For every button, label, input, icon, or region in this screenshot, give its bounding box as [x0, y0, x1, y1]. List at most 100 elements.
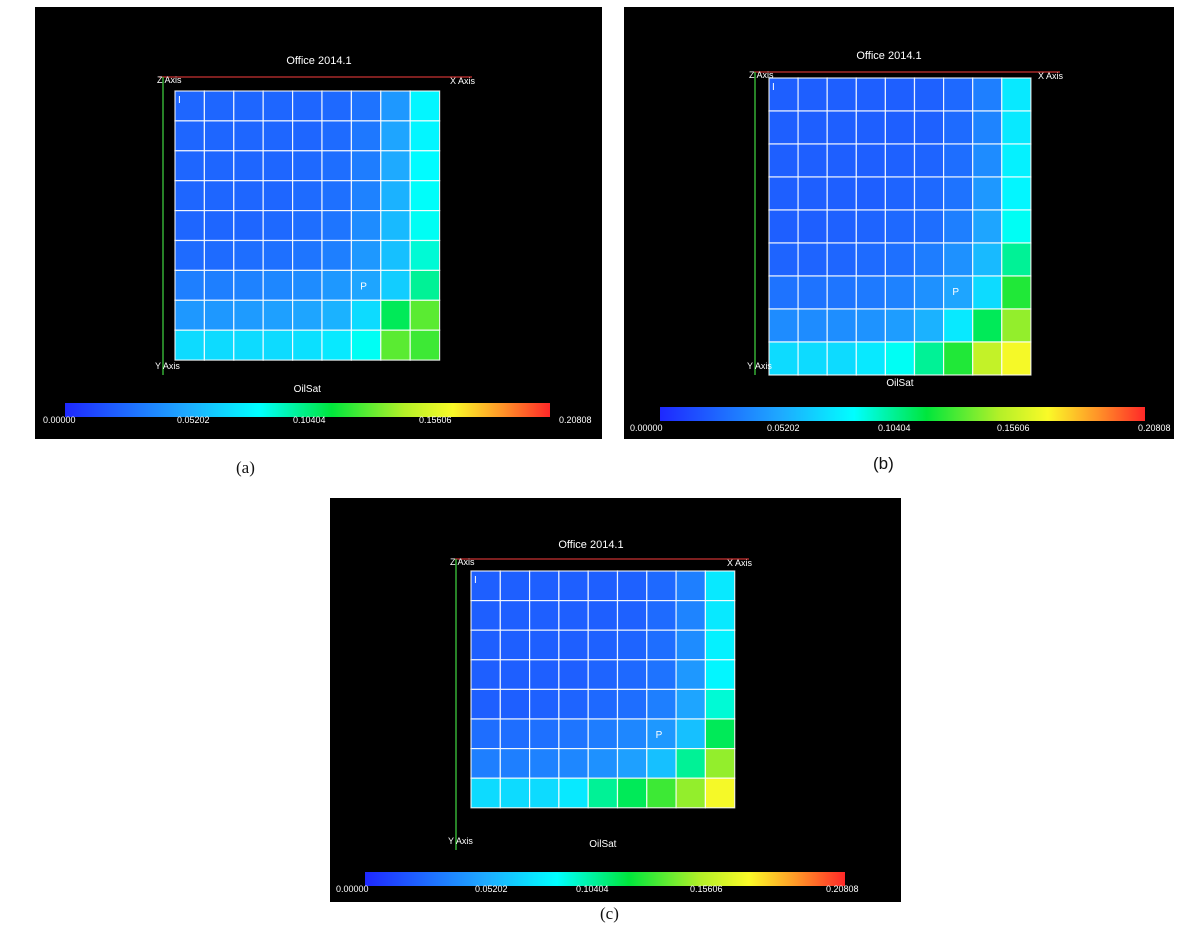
heatmap-cell [262, 90, 294, 122]
heatmap-cell [943, 242, 974, 277]
heatmap-cell [704, 748, 736, 779]
heatmap-cell [826, 110, 857, 145]
heatmap-cell [203, 239, 235, 271]
heatmap-cell [409, 180, 441, 212]
colorbar-tick-label: 0.20808 [826, 884, 859, 894]
heatmap-cell [380, 150, 411, 182]
well-label-producer: P [656, 730, 663, 741]
heatmap-cell [233, 269, 264, 301]
heatmap-cell [797, 77, 828, 112]
heatmap-cell [292, 239, 323, 271]
heatmap-cell [499, 599, 531, 631]
heatmap-cell [587, 718, 619, 750]
heatmap-cell [292, 329, 323, 361]
heatmap-cell [321, 239, 352, 271]
heatmap-cell [174, 299, 205, 331]
heatmap-cell [380, 329, 411, 361]
heatmap-cell [826, 143, 857, 178]
z-axis-label: Z Axis [749, 70, 774, 80]
heatmap-cell [558, 748, 589, 779]
colorbar-tick-label: 0.15606 [690, 884, 723, 894]
heatmap-cell [884, 242, 916, 277]
heatmap-cell [292, 150, 323, 182]
heatmap-cell [797, 308, 828, 343]
heatmap-cell [616, 659, 648, 691]
heatmap-cell [913, 110, 945, 145]
heatmap-cell [233, 180, 264, 212]
heatmap-cell [587, 570, 619, 602]
heatmap-cell [558, 718, 589, 750]
heatmap-cell [943, 341, 974, 376]
colorbar-tick-label: 0.05202 [767, 423, 800, 433]
heatmap-cell [884, 110, 916, 145]
heatmap-cell [675, 718, 707, 750]
heatmap-cell [380, 120, 411, 152]
heatmap-cell [587, 688, 619, 720]
heatmap-cell [203, 120, 235, 152]
heatmap-cell [203, 299, 235, 331]
heatmap-cell [704, 688, 736, 720]
heatmap-cell [675, 748, 707, 779]
caption-c: (c) [600, 904, 619, 923]
heatmap-cell [646, 748, 677, 779]
heatmap-cell [972, 143, 1003, 178]
heatmap-cell [380, 239, 411, 271]
heatmap-cell [470, 777, 501, 809]
heatmap-cell [203, 150, 235, 182]
heatmap-cell [884, 341, 916, 376]
heatmap-cell [972, 242, 1003, 277]
heatmap-cell [529, 570, 560, 602]
heatmap-cell [174, 180, 205, 212]
panel-b: Office 2014.1 Z Axis X Axis Y Axis I P OilSat 0… [624, 7, 1174, 439]
variable-label: OilSat [294, 384, 321, 395]
heatmap-cell [675, 688, 707, 720]
heatmap-cell [855, 275, 887, 310]
heatmap-cell [913, 308, 945, 343]
colorbar [365, 872, 845, 886]
heatmap-cell [943, 176, 974, 211]
heatmap-cell [855, 77, 887, 112]
heatmap-cell [768, 143, 799, 178]
heatmap-cell [470, 659, 501, 691]
heatmap-cell [826, 308, 857, 343]
heatmap-cell [350, 299, 382, 331]
heatmap-cell [797, 209, 828, 244]
heatmap-cell [262, 180, 294, 212]
heatmap-cell [826, 209, 857, 244]
heatmap-cell [884, 308, 916, 343]
well-label-producer: P [360, 281, 367, 292]
heatmap-cell [704, 659, 736, 691]
heatmap-cell [470, 688, 501, 720]
heatmap-cell [913, 143, 945, 178]
heatmap-cell [1001, 176, 1032, 211]
well-label-producer: P [952, 287, 959, 298]
heatmap-cell [675, 777, 707, 809]
heatmap-cell [972, 77, 1003, 112]
heatmap-cell [675, 599, 707, 631]
heatmap-cell [768, 308, 799, 343]
heatmap-cell [233, 90, 264, 122]
heatmap-cell [292, 120, 323, 152]
heatmap-cell [616, 570, 648, 602]
heatmap-cell [174, 239, 205, 271]
heatmap-cell [616, 688, 648, 720]
heatmap-cell [499, 570, 531, 602]
heatmap-cell [826, 341, 857, 376]
heatmap-cell [1001, 209, 1032, 244]
heatmap-cell [704, 599, 736, 631]
heatmap-cell [292, 180, 323, 212]
heatmap-cell [499, 718, 531, 750]
heatmap-cell [233, 120, 264, 152]
heatmap-cell [499, 777, 531, 809]
colorbar-tick-label: 0.15606 [419, 415, 452, 425]
panel-c: Office 2014.1 Z Axis X Axis Y Axis I P OilSat 0… [330, 498, 901, 902]
heatmap-cell [704, 777, 736, 809]
heatmap-cell [768, 275, 799, 310]
heatmap-cell [558, 688, 589, 720]
heatmap-cell [646, 688, 677, 720]
heatmap-cell [558, 599, 589, 631]
heatmap-cell [321, 180, 352, 212]
heatmap-cell [262, 150, 294, 182]
well-label-injector: I [178, 95, 181, 106]
heatmap-cell [529, 777, 560, 809]
